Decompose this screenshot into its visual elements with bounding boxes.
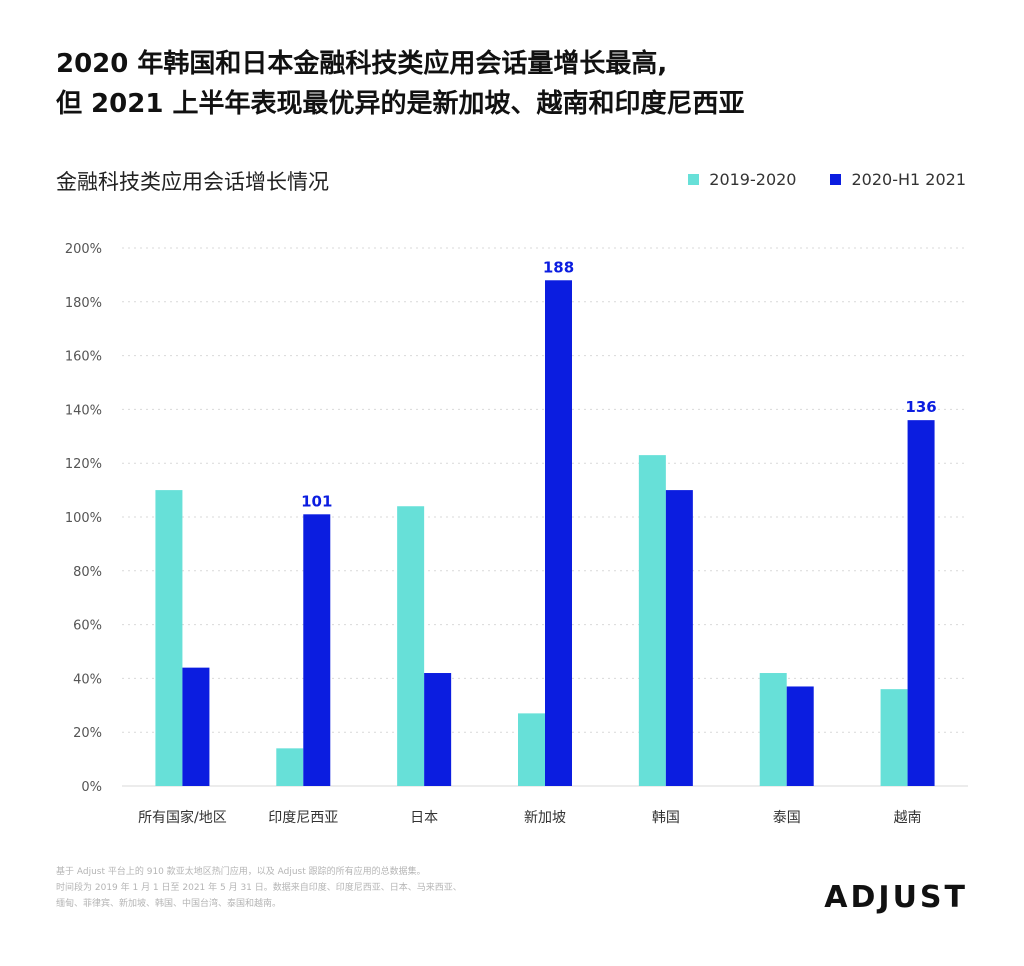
headline-line-1: 2020 年韩国和日本金融科技类应用会话量增长最高, xyxy=(56,49,668,79)
legend-swatch xyxy=(688,174,700,185)
footnote-line-1: 基于 Adjust 平台上的 910 款亚太地区热门应用，以及 Adjust 跟… xyxy=(56,867,426,877)
y-tick-label: 120% xyxy=(65,457,102,472)
data-label: 188 xyxy=(543,258,574,276)
y-tick-label: 180% xyxy=(65,296,102,311)
legend-label: 2019-2020 xyxy=(709,170,797,189)
y-tick-label: 200% xyxy=(65,242,102,257)
bar xyxy=(545,280,572,786)
data-label: 101 xyxy=(301,492,332,510)
y-tick-label: 140% xyxy=(65,403,102,418)
x-category-label: 越南 xyxy=(894,810,922,826)
headline-line-2: 但 2021 上半年表现最优异的是新加坡、越南和印度尼西亚 xyxy=(56,89,745,119)
x-category-label: 新加坡 xyxy=(524,810,566,826)
footnote: 基于 Adjust 平台上的 910 款亚太地区热门应用，以及 Adjust 跟… xyxy=(56,864,616,912)
y-tick-label: 60% xyxy=(73,619,102,634)
legend-item-2019-2020: 2019-2020 xyxy=(688,170,796,189)
bar xyxy=(276,748,304,786)
x-category-label: 日本 xyxy=(410,810,438,826)
bar xyxy=(786,686,814,786)
y-tick-label: 80% xyxy=(73,565,102,580)
bar-chart: 0% 20% 40% 60% 80% 100% 120% 140% 160% 180% 200% 所有… xyxy=(65,242,968,826)
bar xyxy=(182,667,210,786)
y-tick-label: 0% xyxy=(81,780,102,795)
x-category-label: 泰国 xyxy=(773,810,801,826)
bar xyxy=(759,673,787,786)
footnote-line-2: 时间段为 2019 年 1 月 1 日至 2021 年 5 月 31 日。数据来… xyxy=(56,883,462,893)
bar xyxy=(518,713,545,786)
y-tick-label: 160% xyxy=(65,350,102,365)
bar xyxy=(397,506,425,786)
legend-swatch xyxy=(830,174,842,185)
bar xyxy=(880,689,908,786)
headline: 2020 年韩国和日本金融科技类应用会话量增长最高, 但 2021 上半年表现最… xyxy=(56,44,996,124)
bar xyxy=(907,420,935,786)
y-tick-label: 100% xyxy=(65,511,102,526)
x-category-label: 印度尼西亚 xyxy=(268,810,338,826)
x-category-label: 所有国家/地区 xyxy=(138,809,227,826)
x-category-label: 韩国 xyxy=(652,810,680,826)
y-tick-label: 20% xyxy=(73,726,102,741)
footnote-line-3: 缅甸、菲律宾、新加坡、韩国、中国台湾、泰国和越南。 xyxy=(56,899,282,909)
y-tick-label: 40% xyxy=(73,672,102,687)
bar xyxy=(155,490,183,786)
legend-label: 2020-H1 2021 xyxy=(851,170,966,189)
legend-item-2020-h1-2021: 2020-H1 2021 xyxy=(830,170,966,189)
bar xyxy=(665,490,693,786)
chart-title: 金融科技类应用会话增长情况 xyxy=(56,170,329,194)
bar xyxy=(303,514,331,786)
adjust-logo: ADJUST xyxy=(824,880,968,915)
data-label: 136 xyxy=(905,398,936,416)
chart-legend: 2019-2020 2020-H1 2021 xyxy=(688,170,966,189)
bar xyxy=(424,673,452,786)
bar xyxy=(638,455,666,786)
